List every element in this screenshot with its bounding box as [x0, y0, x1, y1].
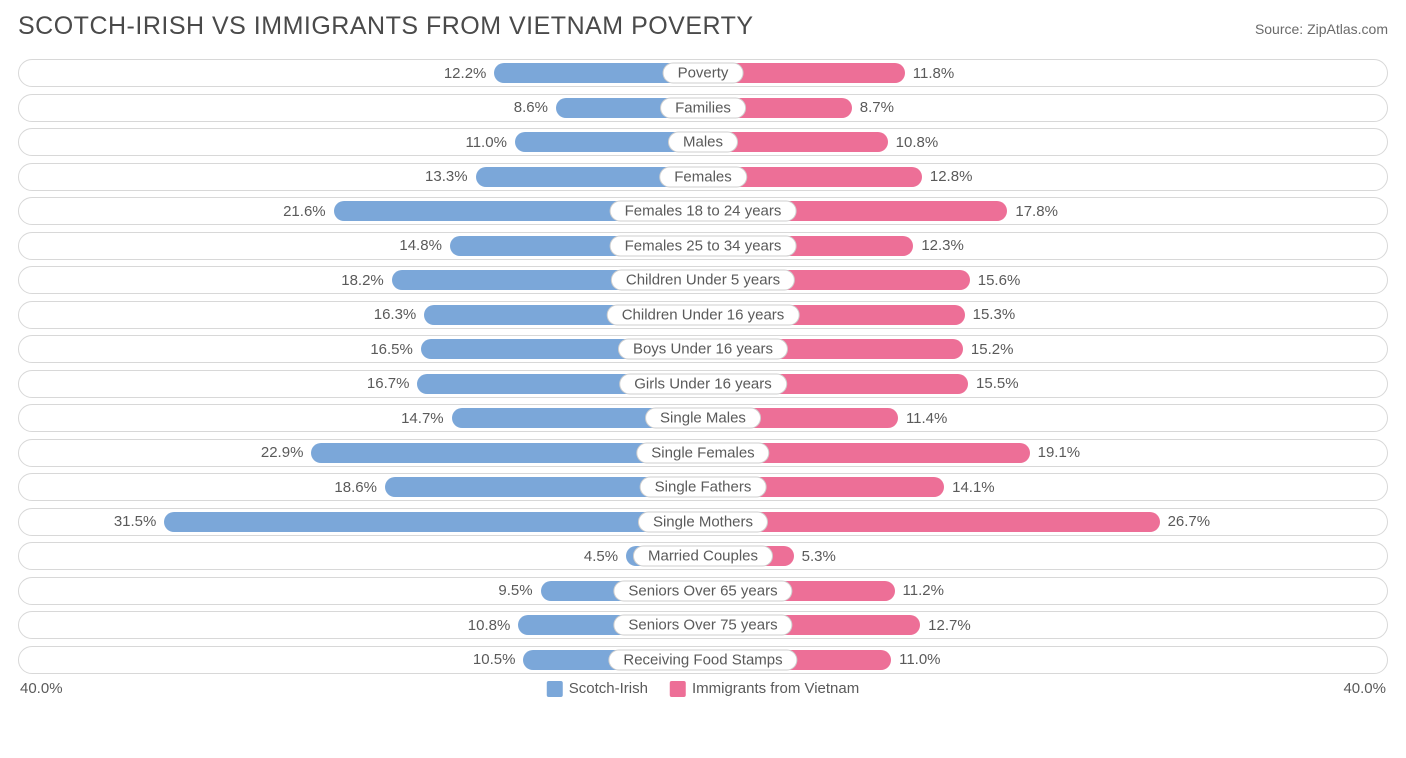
- value-label-left: 11.0%: [465, 129, 506, 155]
- category-label: Single Females: [636, 442, 769, 463]
- category-label: Families: [660, 97, 746, 118]
- axis-label-left: 40.0%: [20, 680, 63, 697]
- chart-row: 14.7% 11.4% Single Males: [18, 404, 1388, 432]
- value-label-right: 26.7%: [1168, 509, 1211, 535]
- chart-row: 12.2% 11.8% Poverty: [18, 59, 1388, 87]
- legend-swatch-left: [547, 681, 563, 697]
- chart-title: SCOTCH-IRISH VS IMMIGRANTS FROM VIETNAM …: [18, 12, 754, 41]
- category-label: Boys Under 16 years: [618, 339, 788, 360]
- value-label-right: 5.3%: [802, 543, 836, 569]
- chart-container: SCOTCH-IRISH VS IMMIGRANTS FROM VIETNAM …: [0, 0, 1406, 758]
- axis-label-right: 40.0%: [1343, 680, 1386, 697]
- diverging-bar-chart: 12.2%11.8%Poverty8.6%8.7%Families11.0%10…: [18, 59, 1388, 674]
- category-label: Children Under 5 years: [611, 270, 795, 291]
- chart-row: 21.6% 17.8% Females 18 to 24 years: [18, 197, 1388, 225]
- value-label-right: 17.8%: [1015, 198, 1058, 224]
- chart-row: 4.5% 5.3% Married Couples: [18, 542, 1388, 570]
- value-label-left: 21.6%: [283, 198, 326, 224]
- value-label-left: 4.5%: [584, 543, 618, 569]
- category-label: Children Under 16 years: [607, 304, 800, 325]
- bar-left: [164, 512, 703, 532]
- chart-row: 18.6% 14.1% Single Fathers: [18, 473, 1388, 501]
- category-label: Married Couples: [633, 546, 773, 567]
- category-label: Poverty: [663, 63, 744, 84]
- category-label: Seniors Over 65 years: [613, 580, 792, 601]
- legend-item-right: Immigrants from Vietnam: [670, 680, 859, 697]
- chart-row: 18.2% 15.6% Children Under 5 years: [18, 266, 1388, 294]
- chart-row: 16.5% 15.2% Boys Under 16 years: [18, 335, 1388, 363]
- value-label-left: 18.6%: [334, 474, 377, 500]
- value-label-left: 14.7%: [401, 405, 444, 431]
- chart-row: 13.3% 12.8% Females: [18, 163, 1388, 191]
- value-label-right: 11.2%: [903, 578, 944, 604]
- chart-row: 22.9% 19.1% Single Females: [18, 439, 1388, 467]
- category-label: Single Fathers: [640, 477, 767, 498]
- value-label-left: 31.5%: [114, 509, 157, 535]
- chart-row: 9.5% 11.2% Seniors Over 65 years: [18, 577, 1388, 605]
- category-label: Single Mothers: [638, 511, 768, 532]
- value-label-right: 10.8%: [896, 129, 939, 155]
- value-label-right: 15.3%: [973, 302, 1016, 328]
- value-label-left: 22.9%: [261, 440, 304, 466]
- x-axis: 40.0% Scotch-Irish Immigrants from Vietn…: [18, 680, 1388, 697]
- chart-row: 16.7% 15.5% Girls Under 16 years: [18, 370, 1388, 398]
- category-label: Receiving Food Stamps: [608, 649, 797, 670]
- value-label-left: 9.5%: [498, 578, 532, 604]
- category-label: Seniors Over 75 years: [613, 615, 792, 636]
- value-label-right: 12.8%: [930, 164, 973, 190]
- value-label-left: 10.8%: [468, 612, 511, 638]
- legend-swatch-right: [670, 681, 686, 697]
- value-label-left: 14.8%: [399, 233, 442, 259]
- value-label-right: 15.6%: [978, 267, 1021, 293]
- value-label-left: 13.3%: [425, 164, 468, 190]
- legend: Scotch-Irish Immigrants from Vietnam: [547, 680, 859, 697]
- category-label: Girls Under 16 years: [619, 373, 787, 394]
- value-label-right: 12.7%: [928, 612, 971, 638]
- chart-row: 31.5% 26.7% Single Mothers: [18, 508, 1388, 536]
- category-label: Single Males: [645, 408, 761, 429]
- value-label-left: 12.2%: [444, 60, 487, 86]
- category-label: Females: [659, 166, 747, 187]
- value-label-right: 11.4%: [906, 405, 947, 431]
- category-label: Females 25 to 34 years: [610, 235, 797, 256]
- category-label: Males: [668, 132, 738, 153]
- category-label: Females 18 to 24 years: [610, 201, 797, 222]
- legend-label-right: Immigrants from Vietnam: [692, 680, 859, 697]
- value-label-right: 12.3%: [921, 233, 964, 259]
- value-label-left: 8.6%: [514, 95, 548, 121]
- value-label-right: 19.1%: [1038, 440, 1081, 466]
- chart-row: 11.0% 10.8% Males: [18, 128, 1388, 156]
- source-attribution: Source: ZipAtlas.com: [1255, 21, 1388, 37]
- value-label-left: 16.3%: [374, 302, 417, 328]
- legend-label-left: Scotch-Irish: [569, 680, 648, 697]
- chart-row: 10.5% 11.0% Receiving Food Stamps: [18, 646, 1388, 674]
- value-label-right: 15.2%: [971, 336, 1014, 362]
- bar-right: [703, 512, 1160, 532]
- value-label-left: 16.5%: [370, 336, 413, 362]
- chart-row: 8.6% 8.7% Families: [18, 94, 1388, 122]
- value-label-right: 8.7%: [860, 95, 894, 121]
- value-label-left: 10.5%: [473, 647, 516, 673]
- header: SCOTCH-IRISH VS IMMIGRANTS FROM VIETNAM …: [18, 12, 1388, 41]
- chart-row: 14.8% 12.3% Females 25 to 34 years: [18, 232, 1388, 260]
- value-label-right: 11.0%: [899, 647, 940, 673]
- chart-row: 16.3% 15.3% Children Under 16 years: [18, 301, 1388, 329]
- value-label-left: 16.7%: [367, 371, 410, 397]
- value-label-left: 18.2%: [341, 267, 384, 293]
- value-label-right: 11.8%: [913, 60, 954, 86]
- legend-item-left: Scotch-Irish: [547, 680, 648, 697]
- chart-row: 10.8% 12.7% Seniors Over 75 years: [18, 611, 1388, 639]
- value-label-right: 14.1%: [952, 474, 995, 500]
- value-label-right: 15.5%: [976, 371, 1019, 397]
